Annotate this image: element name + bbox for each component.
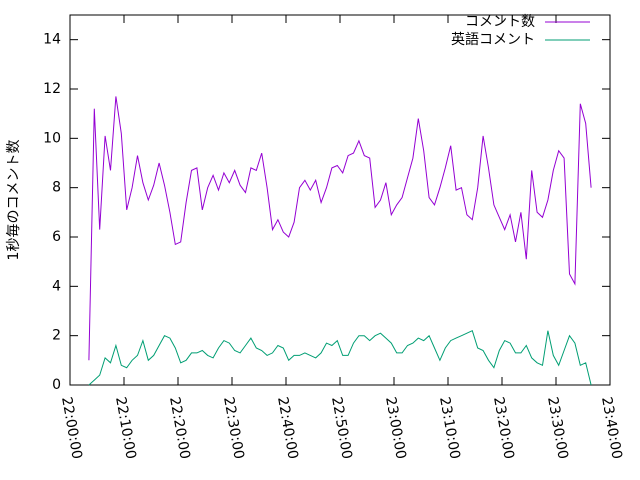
- y-tick-label: 8: [52, 180, 61, 196]
- x-tick-label: 23:40:00: [598, 396, 625, 461]
- x-tick-label: 23:00:00: [382, 396, 409, 461]
- x-tick-label: 23:20:00: [490, 396, 517, 461]
- y-tick-label: 10: [43, 130, 61, 146]
- y-tick-label: 12: [43, 81, 61, 97]
- y-axis-label: 1秒毎のコメント数: [6, 140, 22, 261]
- x-tick-label: 22:50:00: [328, 396, 355, 461]
- x-tick-label: 22:10:00: [112, 396, 139, 461]
- y-tick-label: 0: [52, 377, 61, 393]
- y-tick-label: 6: [52, 229, 61, 245]
- x-tick-label: 23:10:00: [436, 396, 463, 461]
- x-tick-label: 23:30:00: [544, 396, 571, 461]
- x-tick-label: 22:30:00: [220, 396, 247, 461]
- x-tick-label: 22:00:00: [58, 396, 85, 461]
- data-line: [88, 330, 592, 386]
- legend-label: コメント数: [465, 14, 535, 30]
- y-tick-label: 4: [52, 278, 61, 294]
- x-tick-label: 22:40:00: [274, 396, 301, 461]
- data-line: [88, 96, 592, 361]
- plot-border: [69, 14, 611, 386]
- y-tick-label: 14: [43, 32, 61, 48]
- legend-label: 英語コメント: [451, 31, 535, 48]
- y-tick-label: 2: [52, 328, 61, 344]
- x-tick-label: 22:20:00: [166, 396, 193, 461]
